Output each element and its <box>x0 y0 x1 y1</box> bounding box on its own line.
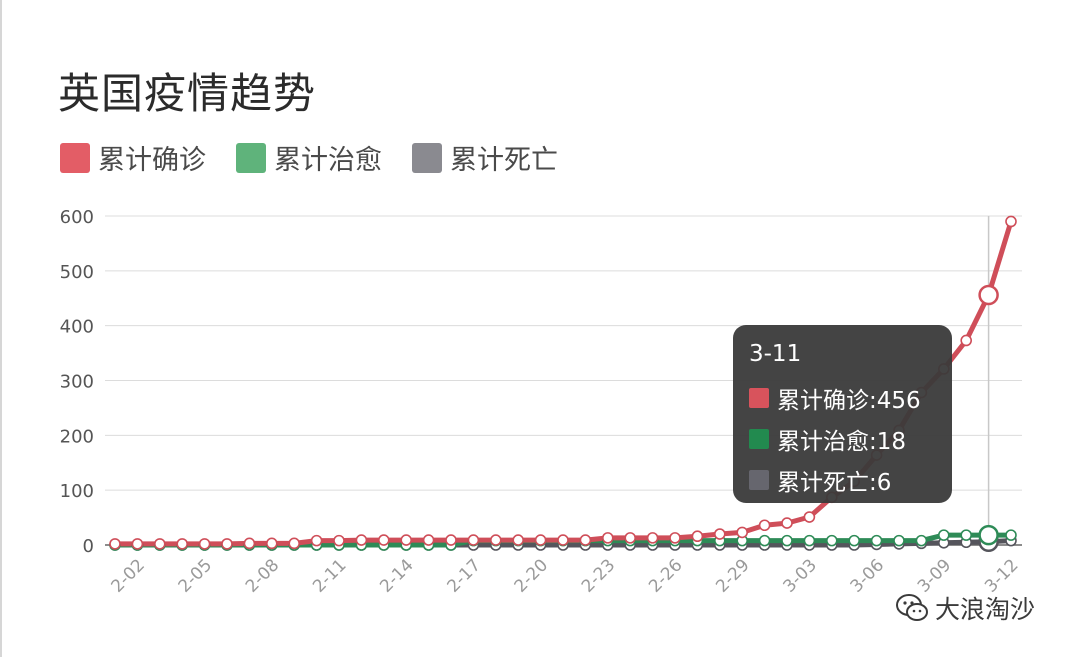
series-point-confirmed <box>445 534 457 546</box>
series-point-confirmed <box>579 534 592 546</box>
series-point-confirmed <box>781 517 793 529</box>
series-point-recovered <box>758 534 771 547</box>
x-tick-label: 2-20 <box>511 555 552 596</box>
x-tick-label: 2-29 <box>712 555 753 596</box>
series-point-recovered <box>1005 529 1017 541</box>
x-tick-label: 3-03 <box>780 555 821 596</box>
x-tick-label: 2-08 <box>242 555 283 596</box>
series-point-confirmed <box>489 534 502 546</box>
series-point-confirmed <box>176 538 188 550</box>
series-point-confirmed <box>557 534 569 546</box>
series-point-confirmed <box>198 538 211 550</box>
series-point-recovered <box>978 524 999 546</box>
series-point-confirmed <box>758 519 771 532</box>
series-point-confirmed <box>669 532 681 544</box>
series-point-recovered <box>848 534 861 547</box>
series-point-confirmed <box>624 532 637 544</box>
legend-swatch-deaths <box>412 142 442 173</box>
series-point-confirmed <box>109 538 121 550</box>
series-point-confirmed <box>1005 215 1017 228</box>
tooltip-value-deaths: 累计死亡:6 <box>777 470 892 496</box>
tooltip-value-recovered: 累计治愈:18 <box>777 429 907 455</box>
series-point-confirmed <box>422 534 435 546</box>
legend-item-deaths[interactable]: 累计死亡 <box>412 138 558 177</box>
legend-item-confirmed[interactable]: 累计确诊 <box>60 138 206 177</box>
series-point-recovered <box>937 529 950 541</box>
tooltip-row-confirmed: 累计确诊:456 <box>749 381 921 415</box>
series-point-confirmed <box>265 537 278 550</box>
series-point-recovered <box>781 534 793 547</box>
series-point-recovered <box>870 534 883 547</box>
x-tick-label: 2-02 <box>108 555 149 596</box>
page-border <box>0 0 2 657</box>
series-point-confirmed <box>467 534 480 546</box>
legend-swatch-recovered <box>236 142 266 173</box>
series-point-confirmed <box>803 511 816 523</box>
legend-item-recovered[interactable]: 累计治愈 <box>236 138 382 177</box>
series-point-confirmed <box>131 538 144 550</box>
series-point-recovered <box>915 534 928 547</box>
legend-label-deaths: 累计死亡 <box>450 145 558 176</box>
legend-label-recovered: 累计治愈 <box>274 145 382 176</box>
watermark: 大浪淘沙 <box>895 590 1035 626</box>
series-point-confirmed <box>960 334 973 347</box>
series-point-confirmed <box>512 534 525 546</box>
y-tick-label: 300 <box>60 372 94 393</box>
chart-title: 英国疫情趋势 <box>58 69 317 118</box>
series-point-confirmed <box>736 526 749 539</box>
tooltip-value-confirmed: 累计确诊:456 <box>777 388 921 414</box>
tooltip-swatch-recovered <box>749 429 769 449</box>
tooltip-title: 3-11 <box>749 341 802 367</box>
series-point-confirmed <box>310 534 323 547</box>
x-tick-label: 2-05 <box>175 555 216 596</box>
series-point-confirmed <box>534 534 547 546</box>
series-point-confirmed <box>691 530 704 543</box>
wechat-icon <box>896 594 928 621</box>
tooltip: 3-11 累计确诊:456 累计治愈:18 累计死亡:6 <box>733 325 952 503</box>
series-point-confirmed <box>221 538 233 550</box>
watermark-text: 大浪淘沙 <box>935 595 1036 624</box>
tooltip-swatch-deaths <box>749 470 769 490</box>
series-point-confirmed <box>355 534 368 546</box>
series-point-confirmed <box>333 534 345 547</box>
tooltip-swatch-confirmed <box>749 388 769 408</box>
series-point-confirmed <box>713 528 726 540</box>
series-point-recovered <box>893 534 905 547</box>
x-tick-label: 3-06 <box>847 555 888 596</box>
x-tick-label: 2-26 <box>645 555 686 596</box>
y-tick-label: 400 <box>60 317 94 338</box>
series-point-recovered <box>803 534 816 547</box>
x-tick-label: 2-17 <box>444 555 485 596</box>
legend-label-confirmed: 累计确诊 <box>98 145 206 176</box>
x-tick-label: 2-11 <box>309 555 350 596</box>
series-point-confirmed <box>601 532 614 544</box>
series-point-recovered <box>825 534 838 547</box>
y-tick-label: 100 <box>60 481 94 502</box>
x-tick-label: 2-14 <box>376 555 417 596</box>
series-point-confirmed <box>400 534 413 546</box>
series-point-confirmed <box>978 284 999 306</box>
series-point-confirmed <box>243 537 256 550</box>
y-tick-label: 0 <box>83 536 94 557</box>
tooltip-row-recovered: 累计治愈:18 <box>749 422 906 456</box>
series-point-confirmed <box>288 537 301 550</box>
tooltip-row-deaths: 累计死亡:6 <box>749 463 891 497</box>
legend-swatch-confirmed <box>60 142 90 173</box>
series-point-recovered <box>960 529 973 541</box>
x-tick-label: 2-23 <box>578 555 619 596</box>
y-tick-label: 600 <box>60 207 94 228</box>
series-point-confirmed <box>646 532 659 544</box>
legend: 累计确诊 累计治愈 累计死亡 <box>60 138 588 177</box>
series-point-confirmed <box>154 538 166 550</box>
series-point-confirmed <box>377 534 390 546</box>
y-tick-label: 500 <box>60 262 94 283</box>
y-tick-label: 200 <box>60 426 94 447</box>
